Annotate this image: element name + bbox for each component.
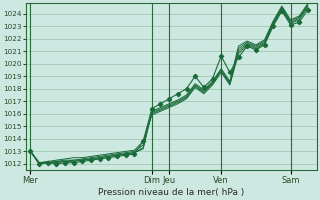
X-axis label: Pression niveau de la mer( hPa ): Pression niveau de la mer( hPa ) <box>98 188 244 197</box>
